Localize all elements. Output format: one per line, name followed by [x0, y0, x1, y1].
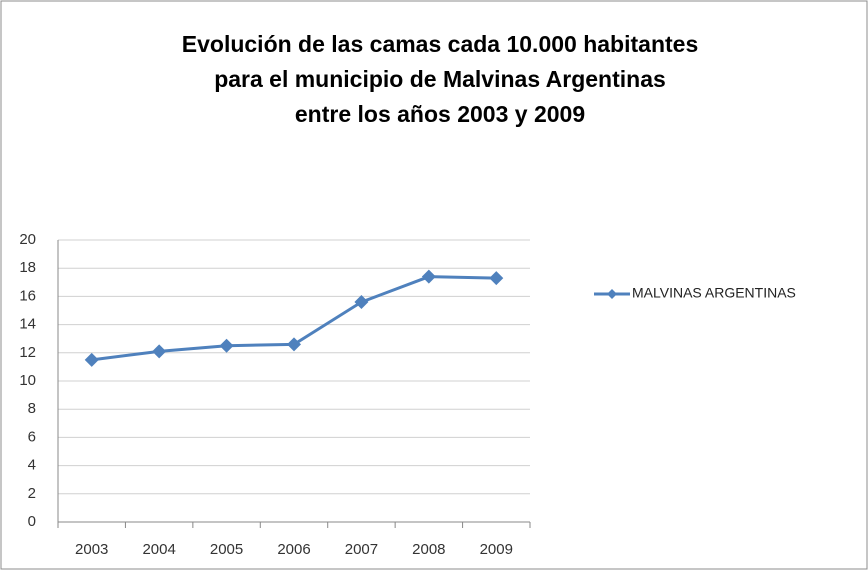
y-tick-label: 0: [28, 513, 36, 530]
y-tick-label: 8: [28, 400, 36, 417]
y-tick-label: 18: [19, 259, 36, 276]
chart-title: para el municipio de Malvinas Argentinas: [214, 66, 666, 92]
marker: [152, 344, 167, 359]
chart-title: entre los años 2003 y 2009: [295, 101, 585, 127]
marker: [219, 338, 234, 353]
x-tick-label: 2004: [142, 541, 175, 558]
y-tick-label: 2: [28, 485, 36, 502]
legend-label: MALVINAS ARGENTINAS: [632, 285, 796, 301]
x-tick-label: 2006: [277, 541, 310, 558]
chart-title: Evolución de las camas cada 10.000 habit…: [182, 31, 698, 57]
y-tick-label: 14: [19, 316, 36, 333]
x-tick-label: 2008: [412, 541, 445, 558]
marker: [287, 337, 301, 352]
y-tick-label: 6: [28, 428, 36, 445]
x-tick-label: 2003: [75, 541, 108, 558]
y-tick-label: 4: [28, 457, 36, 474]
marker: [421, 269, 436, 284]
marker: [354, 295, 369, 310]
y-tick-label: 20: [19, 231, 36, 248]
x-tick-label: 2005: [210, 541, 243, 558]
x-tick-label: 2007: [345, 541, 378, 558]
y-tick-label: 10: [19, 372, 36, 389]
y-tick-label: 12: [19, 344, 36, 361]
legend-marker: [607, 289, 617, 299]
marker: [84, 352, 99, 367]
marker: [489, 271, 504, 286]
x-tick-label: 2009: [480, 541, 513, 558]
y-tick-label: 16: [19, 287, 36, 304]
